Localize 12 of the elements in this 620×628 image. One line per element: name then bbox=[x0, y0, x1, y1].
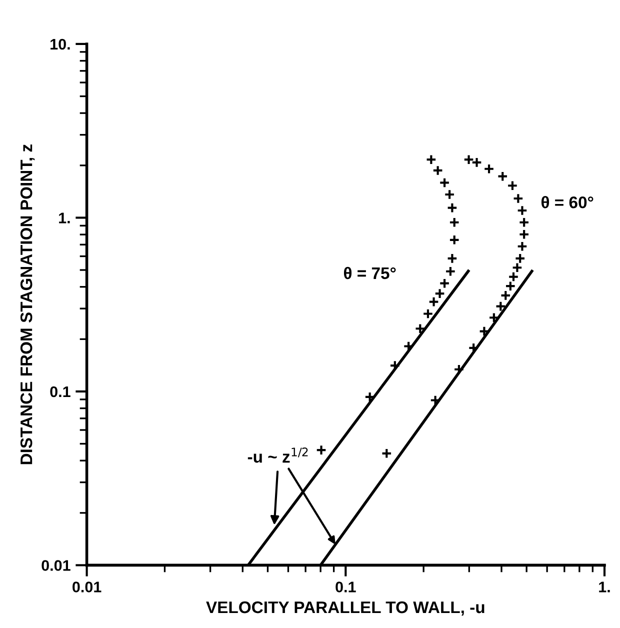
x-axis-title: VELOCITY PARALLEL TO WALL, -u bbox=[206, 601, 484, 616]
x-tick-label: 0.1 bbox=[336, 582, 356, 592]
y-tick-label: 0.1 bbox=[50, 386, 70, 398]
x-tick-label: 1. bbox=[599, 582, 610, 592]
series-label: θ = 60° bbox=[541, 196, 594, 208]
y-tick-label: 1. bbox=[59, 212, 70, 224]
y-axis-title: DISTANCE FROM STAGNATION POINT, z bbox=[20, 144, 35, 464]
y-tick-label: 10. bbox=[50, 38, 70, 50]
annotation: -u ~ z$^{1/2}$ bbox=[248, 448, 308, 463]
x-tick-label: 0.01 bbox=[72, 582, 102, 592]
y-tick-label: 0.01 bbox=[42, 560, 70, 571]
text: θ = 75° bbox=[344, 266, 396, 280]
